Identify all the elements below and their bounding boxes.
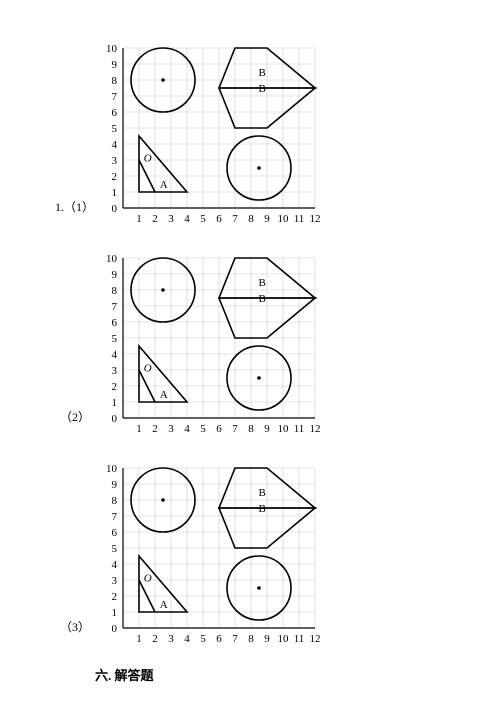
svg-text:0: 0 <box>112 203 118 215</box>
svg-text:8: 8 <box>248 633 254 645</box>
svg-text:6: 6 <box>112 317 118 329</box>
figure-2-label: （2） <box>60 408 90 425</box>
svg-text:2: 2 <box>112 171 118 183</box>
svg-text:10: 10 <box>106 463 118 475</box>
svg-text:3: 3 <box>168 633 174 645</box>
svg-text:7: 7 <box>232 213 238 225</box>
svg-text:5: 5 <box>112 333 118 345</box>
svg-text:10: 10 <box>278 633 290 645</box>
figure-3: （3） 123456789101112012345678910OABB <box>95 460 335 659</box>
svg-text:0: 0 <box>112 623 118 635</box>
svg-text:5: 5 <box>112 123 118 135</box>
svg-text:4: 4 <box>112 139 118 151</box>
svg-text:9: 9 <box>264 423 270 435</box>
svg-text:12: 12 <box>310 633 321 645</box>
svg-text:B: B <box>259 487 266 499</box>
svg-text:1: 1 <box>112 607 118 619</box>
svg-text:2: 2 <box>112 381 118 393</box>
svg-text:B: B <box>259 503 266 515</box>
svg-text:O: O <box>144 363 152 375</box>
svg-text:4: 4 <box>184 213 190 225</box>
section-heading: 六. 解答题 <box>95 665 154 684</box>
svg-text:6: 6 <box>112 107 118 119</box>
svg-text:0: 0 <box>112 413 118 425</box>
svg-text:6: 6 <box>216 213 222 225</box>
svg-text:10: 10 <box>278 213 290 225</box>
svg-text:10: 10 <box>278 423 290 435</box>
svg-text:2: 2 <box>152 213 158 225</box>
svg-text:A: A <box>160 179 168 191</box>
svg-text:7: 7 <box>112 301 118 313</box>
svg-text:4: 4 <box>184 633 190 645</box>
figure-3-label: （3） <box>60 618 90 635</box>
svg-text:1: 1 <box>112 397 118 409</box>
svg-text:12: 12 <box>310 423 321 435</box>
svg-text:A: A <box>160 599 168 611</box>
svg-text:3: 3 <box>112 365 118 377</box>
svg-text:9: 9 <box>112 59 118 71</box>
svg-text:O: O <box>144 573 152 585</box>
svg-text:5: 5 <box>200 213 206 225</box>
svg-text:1: 1 <box>136 213 142 225</box>
svg-text:8: 8 <box>112 495 118 507</box>
figure-1: 1.（1） 123456789101112012345678910OABB <box>95 40 335 239</box>
svg-text:3: 3 <box>112 575 118 587</box>
svg-text:9: 9 <box>264 213 270 225</box>
figure-1-label: 1.（1） <box>55 198 94 215</box>
svg-text:5: 5 <box>200 633 206 645</box>
svg-text:6: 6 <box>112 527 118 539</box>
svg-text:1: 1 <box>136 633 142 645</box>
svg-text:2: 2 <box>152 423 158 435</box>
grid-plot-3: 123456789101112012345678910OABB <box>95 460 335 655</box>
svg-text:4: 4 <box>112 559 118 571</box>
svg-text:B: B <box>259 83 266 95</box>
svg-text:5: 5 <box>200 423 206 435</box>
svg-text:8: 8 <box>248 213 254 225</box>
svg-text:10: 10 <box>106 43 118 55</box>
svg-text:6: 6 <box>216 633 222 645</box>
svg-text:7: 7 <box>112 511 118 523</box>
svg-text:2: 2 <box>112 591 118 603</box>
svg-text:B: B <box>259 277 266 289</box>
svg-text:4: 4 <box>184 423 190 435</box>
svg-text:3: 3 <box>112 155 118 167</box>
svg-text:7: 7 <box>232 633 238 645</box>
svg-text:B: B <box>259 293 266 305</box>
svg-text:2: 2 <box>152 633 158 645</box>
svg-text:1: 1 <box>112 187 118 199</box>
svg-text:8: 8 <box>112 285 118 297</box>
svg-text:8: 8 <box>248 423 254 435</box>
svg-text:9: 9 <box>264 633 270 645</box>
svg-text:1: 1 <box>136 423 142 435</box>
svg-text:9: 9 <box>112 269 118 281</box>
figure-2: （2） 123456789101112012345678910OABB <box>95 250 335 449</box>
svg-text:11: 11 <box>294 633 305 645</box>
svg-text:7: 7 <box>112 91 118 103</box>
svg-text:3: 3 <box>168 423 174 435</box>
svg-text:8: 8 <box>112 75 118 87</box>
svg-text:11: 11 <box>294 423 305 435</box>
grid-plot-1: 123456789101112012345678910OABB <box>95 40 335 235</box>
grid-plot-2: 123456789101112012345678910OABB <box>95 250 335 445</box>
svg-text:9: 9 <box>112 479 118 491</box>
svg-text:10: 10 <box>106 253 118 265</box>
svg-text:6: 6 <box>216 423 222 435</box>
svg-text:A: A <box>160 389 168 401</box>
svg-text:3: 3 <box>168 213 174 225</box>
svg-text:5: 5 <box>112 543 118 555</box>
svg-text:11: 11 <box>294 213 305 225</box>
svg-text:7: 7 <box>232 423 238 435</box>
svg-text:O: O <box>144 153 152 165</box>
svg-text:4: 4 <box>112 349 118 361</box>
svg-text:12: 12 <box>310 213 321 225</box>
svg-text:B: B <box>259 67 266 79</box>
